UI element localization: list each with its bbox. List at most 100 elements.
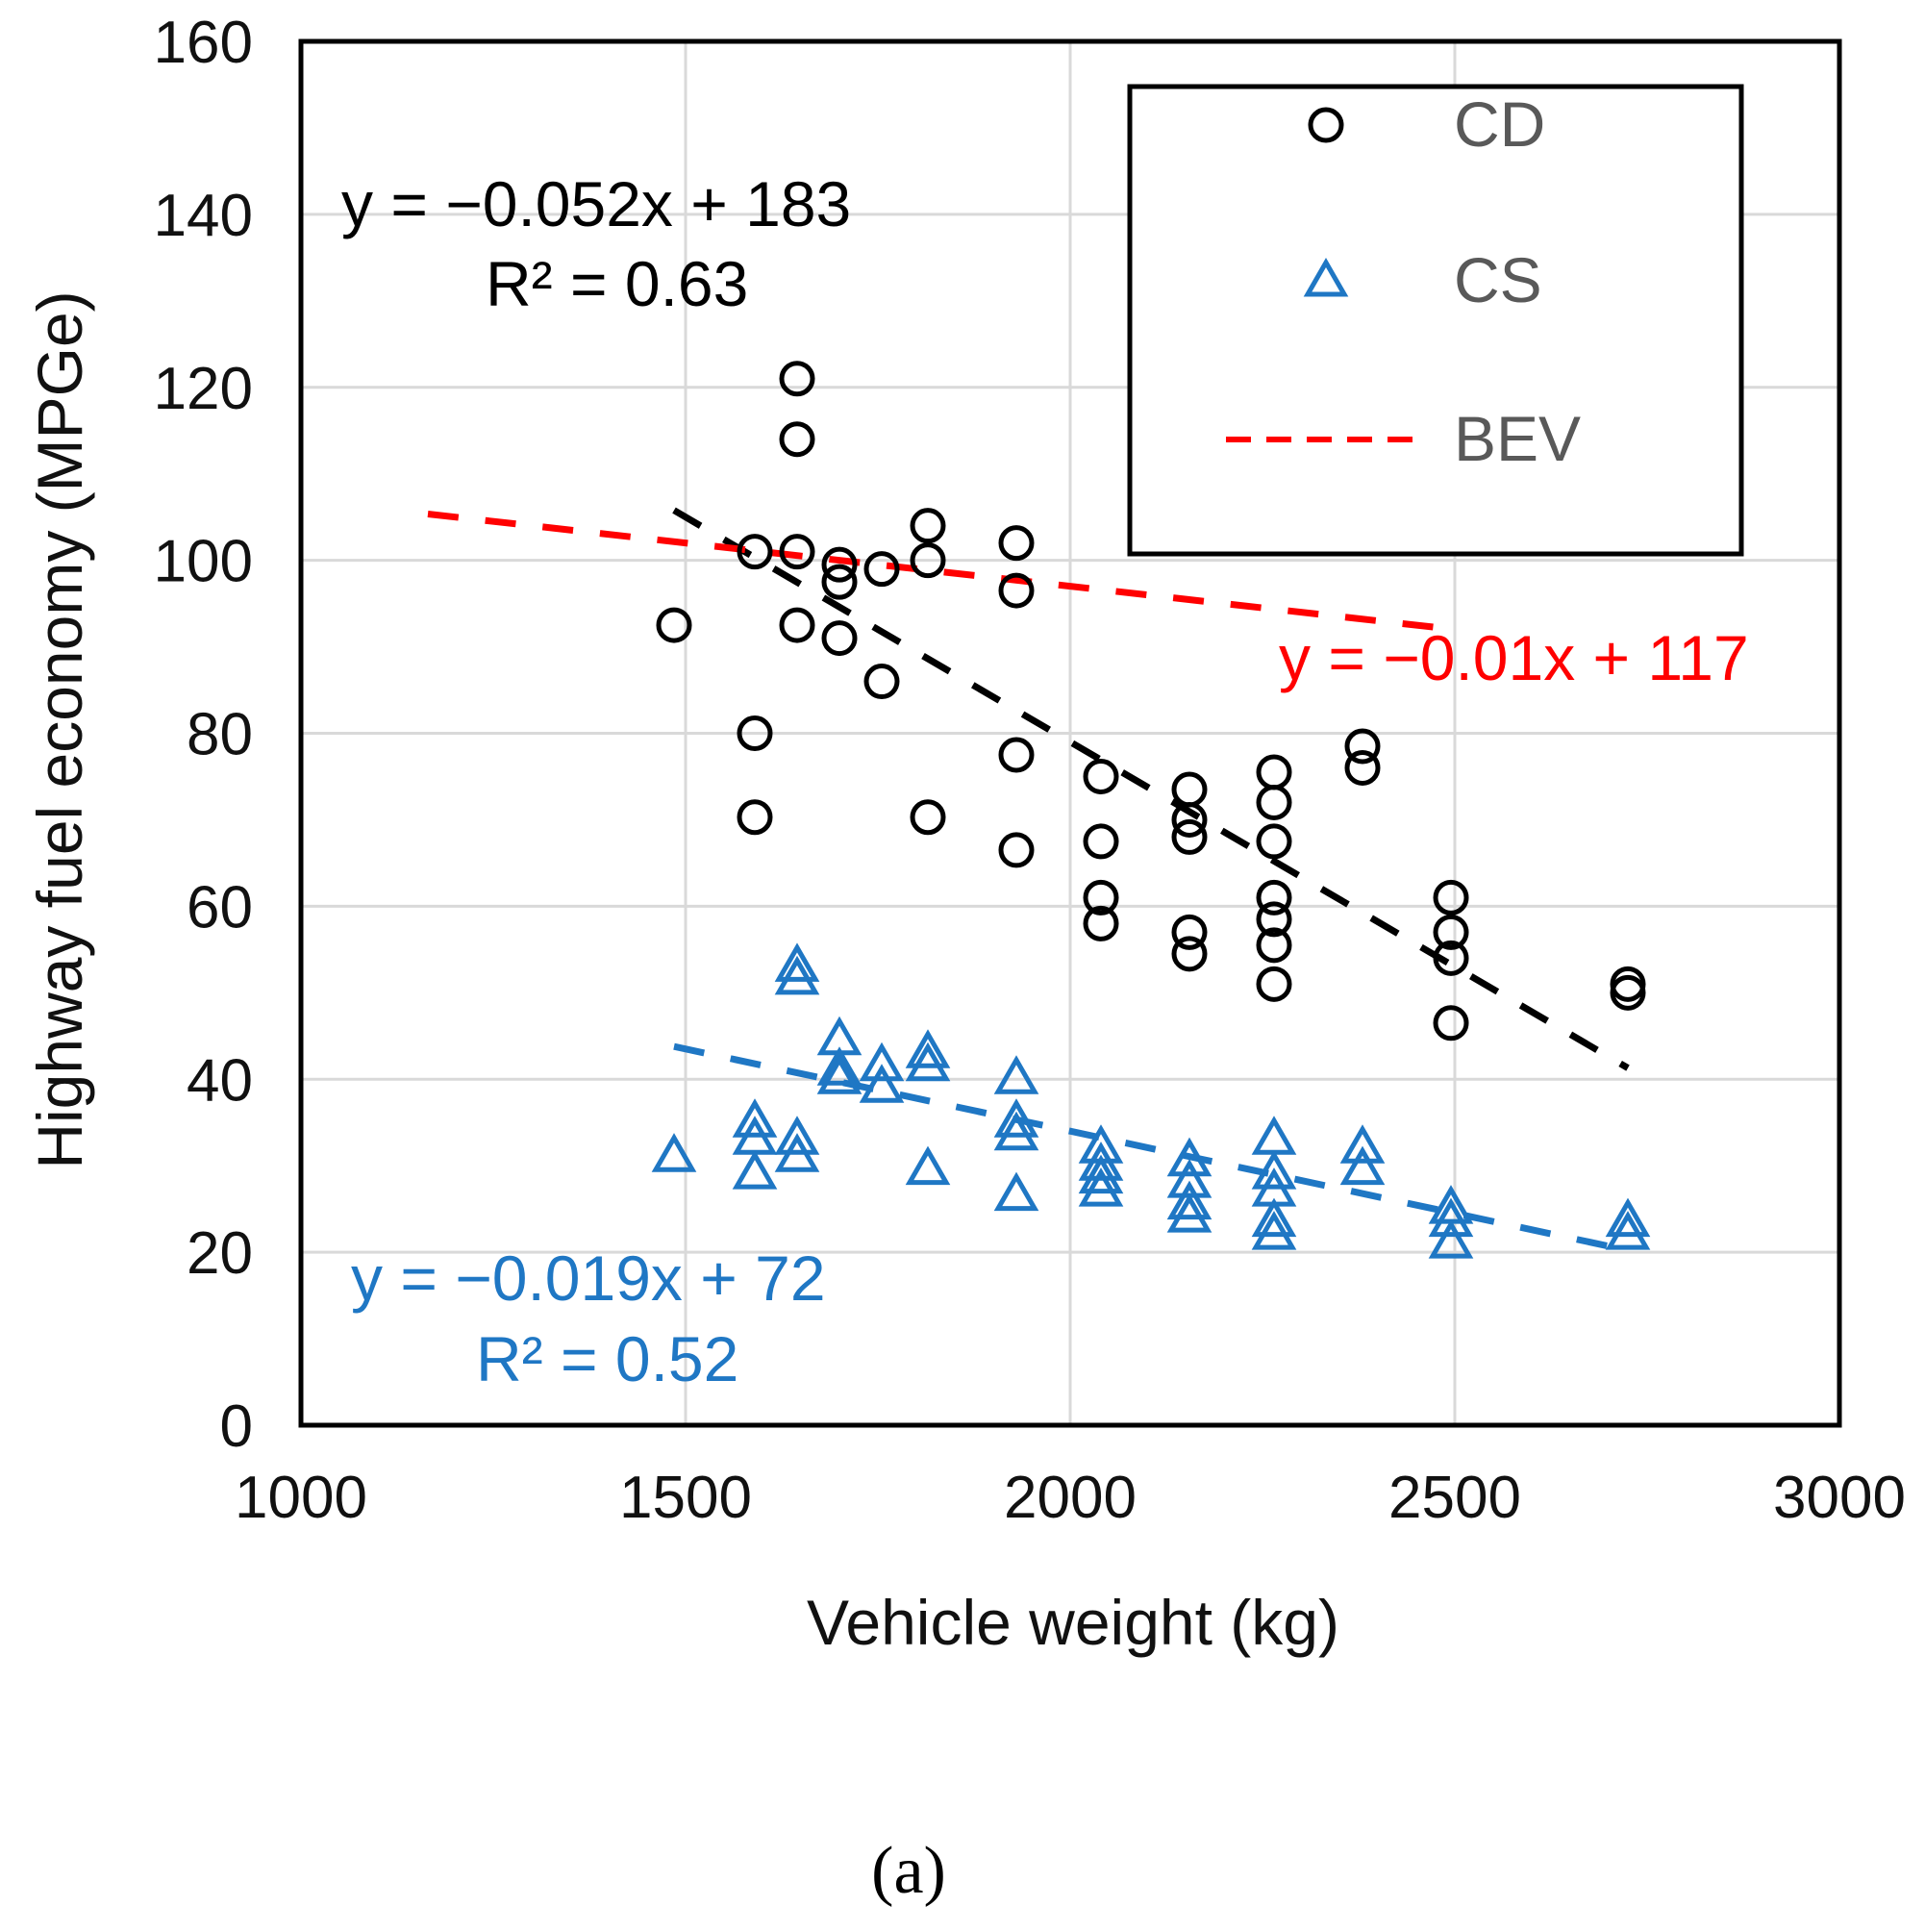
cs-point bbox=[859, 1064, 905, 1103]
cd-trendline bbox=[672, 507, 1630, 1071]
cd-point bbox=[656, 607, 692, 643]
legend-cs-marker bbox=[1303, 257, 1349, 297]
legend-cd-marker bbox=[1308, 107, 1344, 143]
axis-ticks: 1000 1500 2000 2500 3000 0 20 40 60 80 100 120 140 16… bbox=[154, 10, 1906, 1531]
cd-point bbox=[779, 421, 815, 458]
cd-point bbox=[863, 551, 900, 588]
cs-point bbox=[1428, 1197, 1474, 1238]
legend-bev-label: BEV bbox=[1454, 403, 1581, 474]
cd-trend-r2: R² = 0.63 bbox=[486, 248, 748, 319]
cs-point bbox=[1078, 1142, 1124, 1181]
cs-point bbox=[993, 1055, 1039, 1094]
y-tick-label: 120 bbox=[154, 356, 253, 422]
cd-point bbox=[1344, 749, 1381, 786]
cd-point bbox=[910, 799, 946, 836]
cd-point bbox=[1256, 901, 1292, 938]
cs-trendline bbox=[673, 1042, 1629, 1254]
cs-point bbox=[1078, 1154, 1124, 1194]
cd-point bbox=[779, 607, 815, 643]
cd-point bbox=[1433, 940, 1469, 976]
y-tick-label: 0 bbox=[220, 1393, 253, 1460]
cd-point bbox=[1171, 771, 1208, 808]
cd-point bbox=[1433, 879, 1469, 916]
x-axis-title: Vehicle weight (kg) bbox=[807, 1587, 1339, 1658]
cd-point bbox=[1344, 728, 1381, 765]
x-tick-label: 2000 bbox=[1004, 1465, 1137, 1531]
cd-point bbox=[998, 572, 1035, 609]
cs-point bbox=[1428, 1219, 1474, 1259]
legend-cs-label: CS bbox=[1454, 244, 1542, 315]
cd-point bbox=[1256, 879, 1292, 916]
cd-point bbox=[1256, 823, 1292, 860]
cs-point bbox=[1251, 1211, 1297, 1250]
cd-point bbox=[998, 525, 1035, 562]
y-tick-label: 20 bbox=[187, 1220, 253, 1287]
y-tick-label: 160 bbox=[154, 10, 253, 76]
bev-trend-equation: y = −0.01x + 117 bbox=[1279, 622, 1749, 693]
y-tick-label: 140 bbox=[154, 183, 253, 249]
x-tick-label: 1000 bbox=[235, 1465, 367, 1531]
cd-point bbox=[1256, 927, 1292, 964]
cd-point bbox=[1171, 936, 1208, 972]
cs-point bbox=[1251, 1116, 1297, 1155]
legend-cd-label: CD bbox=[1454, 88, 1545, 160]
cs-point bbox=[1605, 1211, 1651, 1250]
cd-point bbox=[737, 799, 773, 836]
cs-point bbox=[732, 1098, 778, 1138]
x-tick-label: 2500 bbox=[1388, 1465, 1521, 1531]
plot-area-border bbox=[298, 38, 1842, 1428]
cs-point bbox=[1251, 1197, 1297, 1238]
cs-point bbox=[816, 1055, 862, 1094]
cd-point bbox=[1083, 823, 1119, 860]
legend: CD CS BEV bbox=[1127, 84, 1744, 557]
cs-point bbox=[993, 1111, 1039, 1151]
cs-point bbox=[732, 1150, 778, 1190]
cs-point bbox=[993, 1171, 1039, 1212]
y-tick-label: 60 bbox=[187, 874, 253, 941]
cs-point bbox=[905, 1145, 951, 1186]
cd-point bbox=[1256, 754, 1292, 790]
cs-point bbox=[774, 1133, 820, 1172]
cd-point bbox=[1256, 784, 1292, 820]
cs-trend-r2: R² = 0.52 bbox=[476, 1323, 738, 1394]
y-tick-label: 80 bbox=[187, 702, 253, 768]
cd-point bbox=[821, 620, 858, 657]
cd-point bbox=[1171, 818, 1208, 855]
cd-point bbox=[998, 737, 1035, 773]
x-tick-label: 1500 bbox=[619, 1465, 752, 1531]
cd-point bbox=[1610, 974, 1646, 1011]
x-tick-label: 3000 bbox=[1773, 1465, 1906, 1531]
figure-caption: (a) bbox=[871, 1834, 946, 1908]
cd-point bbox=[910, 508, 946, 544]
cd-point bbox=[863, 664, 900, 700]
cs-point bbox=[1251, 1150, 1297, 1190]
cd-point bbox=[1083, 758, 1119, 794]
cs-point bbox=[1339, 1124, 1386, 1164]
cs-point bbox=[774, 955, 820, 995]
cs-point bbox=[1605, 1197, 1651, 1238]
cd-point bbox=[1083, 905, 1119, 941]
cs-point bbox=[816, 1046, 862, 1086]
cs-point bbox=[905, 1041, 951, 1082]
cd-point bbox=[779, 361, 815, 397]
cs-trend-equation: y = −0.019x + 72 bbox=[351, 1242, 826, 1314]
cs-point bbox=[774, 942, 820, 982]
data-points bbox=[651, 361, 1651, 1259]
cd-point bbox=[821, 546, 858, 583]
legend-box bbox=[1127, 84, 1744, 557]
cs-point bbox=[1166, 1180, 1212, 1220]
cd-point bbox=[1171, 914, 1208, 950]
cd-point bbox=[1171, 801, 1208, 838]
cd-point bbox=[1433, 1005, 1469, 1041]
cs-point bbox=[905, 1029, 951, 1068]
cs-point bbox=[859, 1041, 905, 1082]
cd-trend-equation: y = −0.052x + 183 bbox=[341, 168, 851, 239]
cd-point bbox=[1433, 914, 1469, 950]
cd-point bbox=[1256, 966, 1292, 1002]
cs-point bbox=[993, 1098, 1039, 1138]
cs-point bbox=[651, 1133, 697, 1172]
cd-point bbox=[998, 832, 1035, 868]
cd-point bbox=[1083, 879, 1119, 916]
cs-point bbox=[1166, 1137, 1212, 1177]
